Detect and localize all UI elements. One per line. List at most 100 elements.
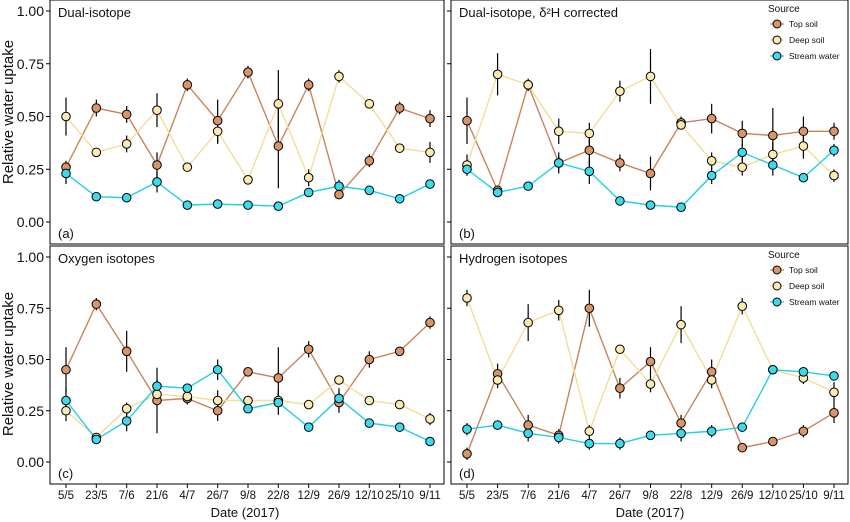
panel-title: Dual-isotope, δ²H corrected <box>459 5 618 20</box>
legend-label: Top soil <box>789 265 818 275</box>
data-point <box>829 145 839 156</box>
y-tick-label: 0.50 <box>17 109 44 125</box>
data-point <box>706 426 717 437</box>
data-point <box>706 156 717 166</box>
data-point <box>768 130 778 141</box>
data-point <box>768 149 778 160</box>
data-point <box>182 162 193 172</box>
x-tick-label: 21/6 <box>548 490 570 502</box>
data-point <box>364 99 375 109</box>
y-tick-label: 1.00 <box>17 249 44 265</box>
data-point <box>584 438 595 449</box>
data-point <box>273 99 284 109</box>
data-point <box>615 383 625 394</box>
data-point <box>243 67 253 77</box>
y-tick-label: 0.25 <box>17 161 44 177</box>
data-point <box>737 442 748 453</box>
data-point <box>492 375 503 385</box>
data-point <box>768 436 778 447</box>
y-tick-label: 0.75 <box>17 56 44 72</box>
legend-label: Stream water <box>789 51 840 61</box>
data-point <box>798 126 809 137</box>
data-point <box>425 414 435 424</box>
data-point <box>364 354 375 365</box>
x-tick-label: 12/10 <box>355 490 384 502</box>
data-point <box>91 191 102 202</box>
panel-label: (a) <box>58 226 74 241</box>
data-point <box>829 408 839 418</box>
data-point <box>425 317 435 328</box>
data-point <box>91 103 102 113</box>
data-point <box>798 367 809 377</box>
data-point <box>152 389 162 400</box>
legend-marker <box>772 265 782 275</box>
data-point <box>394 346 405 357</box>
x-axis-label: Date (2017) <box>616 505 685 520</box>
data-point <box>584 145 595 156</box>
y-tick-label: 0.00 <box>17 214 44 230</box>
data-point <box>553 305 564 316</box>
data-point <box>492 187 503 198</box>
data-point <box>737 147 748 158</box>
y-tick-label: 0.75 <box>17 300 44 316</box>
data-point <box>152 177 162 187</box>
data-point <box>798 426 809 437</box>
data-point <box>273 373 284 383</box>
data-point <box>394 399 405 410</box>
data-point <box>334 181 344 191</box>
data-point <box>334 189 344 200</box>
legend-label: Deep soil <box>789 281 825 291</box>
legend-label: Stream water <box>789 297 840 307</box>
data-point <box>676 418 686 428</box>
data-point <box>768 160 778 170</box>
x-tick-label: 12/9 <box>297 490 319 502</box>
x-tick-label: 9/8 <box>643 490 659 502</box>
data-point <box>303 172 314 183</box>
data-point <box>645 356 656 367</box>
data-point <box>61 364 71 375</box>
x-tick-label: 26/7 <box>206 490 228 502</box>
data-point <box>615 344 625 355</box>
data-point <box>212 395 223 406</box>
data-point <box>523 428 533 439</box>
data-point <box>737 128 748 139</box>
panel-title: Dual-isotope <box>58 5 131 20</box>
x-tick-label: 23/5 <box>486 490 508 502</box>
y-tick-label: 0.50 <box>17 352 44 368</box>
data-point <box>303 422 314 432</box>
data-point <box>182 80 193 90</box>
data-point <box>676 120 686 130</box>
chart-panel-2: Dual-isotope, δ²H corrected (b) Source Top … <box>447 0 849 245</box>
data-point <box>523 181 533 191</box>
data-point <box>303 80 314 90</box>
data-point <box>645 71 656 82</box>
y-tick-label: 0.25 <box>17 403 44 419</box>
data-point <box>91 147 102 158</box>
data-point <box>212 126 223 137</box>
panel-label: (b) <box>459 226 475 241</box>
data-point <box>91 434 102 445</box>
data-point <box>152 105 162 115</box>
data-point <box>303 344 314 355</box>
data-point <box>676 319 686 330</box>
x-tick-label: 12/10 <box>758 490 787 502</box>
x-tick-label: 22/8 <box>670 490 692 502</box>
data-point <box>706 113 717 124</box>
data-point <box>768 364 778 375</box>
data-point <box>243 200 253 210</box>
data-point <box>553 432 564 443</box>
data-point <box>829 371 839 381</box>
x-tick-label: 9/11 <box>823 490 845 502</box>
data-point <box>462 424 472 435</box>
x-tick-label: 7/6 <box>520 490 536 502</box>
data-point <box>182 383 193 394</box>
data-point <box>523 317 533 328</box>
data-point <box>706 375 717 385</box>
data-point <box>182 200 193 210</box>
data-point <box>152 381 162 391</box>
data-point <box>553 158 564 168</box>
data-point <box>676 202 686 213</box>
data-point <box>462 164 472 175</box>
data-point <box>798 141 809 151</box>
x-tick-label: 26/9 <box>731 490 753 502</box>
